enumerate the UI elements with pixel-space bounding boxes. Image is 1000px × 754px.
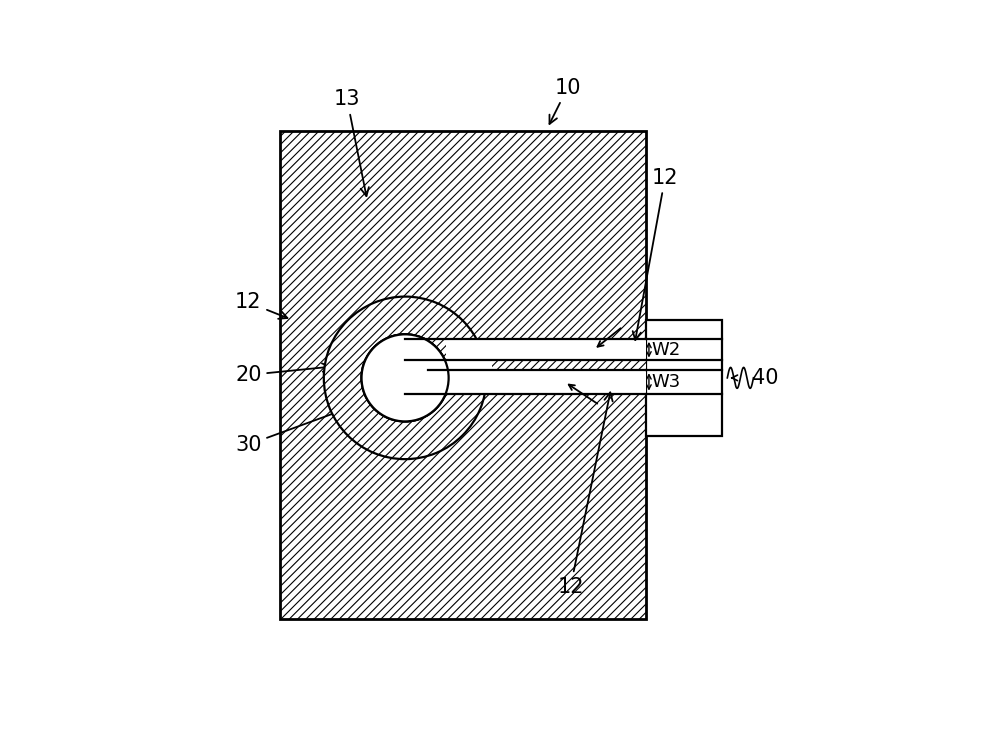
Circle shape: [362, 334, 449, 421]
Text: 12: 12: [557, 392, 613, 597]
Text: 30: 30: [235, 402, 363, 455]
Bar: [646, 320, 722, 436]
Text: 12: 12: [235, 293, 287, 319]
Text: W2: W2: [652, 341, 681, 359]
Text: 12: 12: [633, 167, 678, 340]
Bar: [280, 131, 646, 619]
Text: 13: 13: [334, 89, 369, 196]
Circle shape: [362, 334, 449, 421]
Wedge shape: [324, 296, 486, 459]
Bar: [446, 339, 492, 394]
Text: 10: 10: [549, 78, 581, 124]
Bar: [428, 360, 646, 370]
Text: W3: W3: [652, 373, 681, 391]
Text: 20: 20: [235, 363, 331, 385]
Bar: [405, 370, 646, 394]
Text: 40: 40: [752, 368, 778, 388]
Bar: [405, 339, 646, 360]
Circle shape: [324, 296, 486, 459]
